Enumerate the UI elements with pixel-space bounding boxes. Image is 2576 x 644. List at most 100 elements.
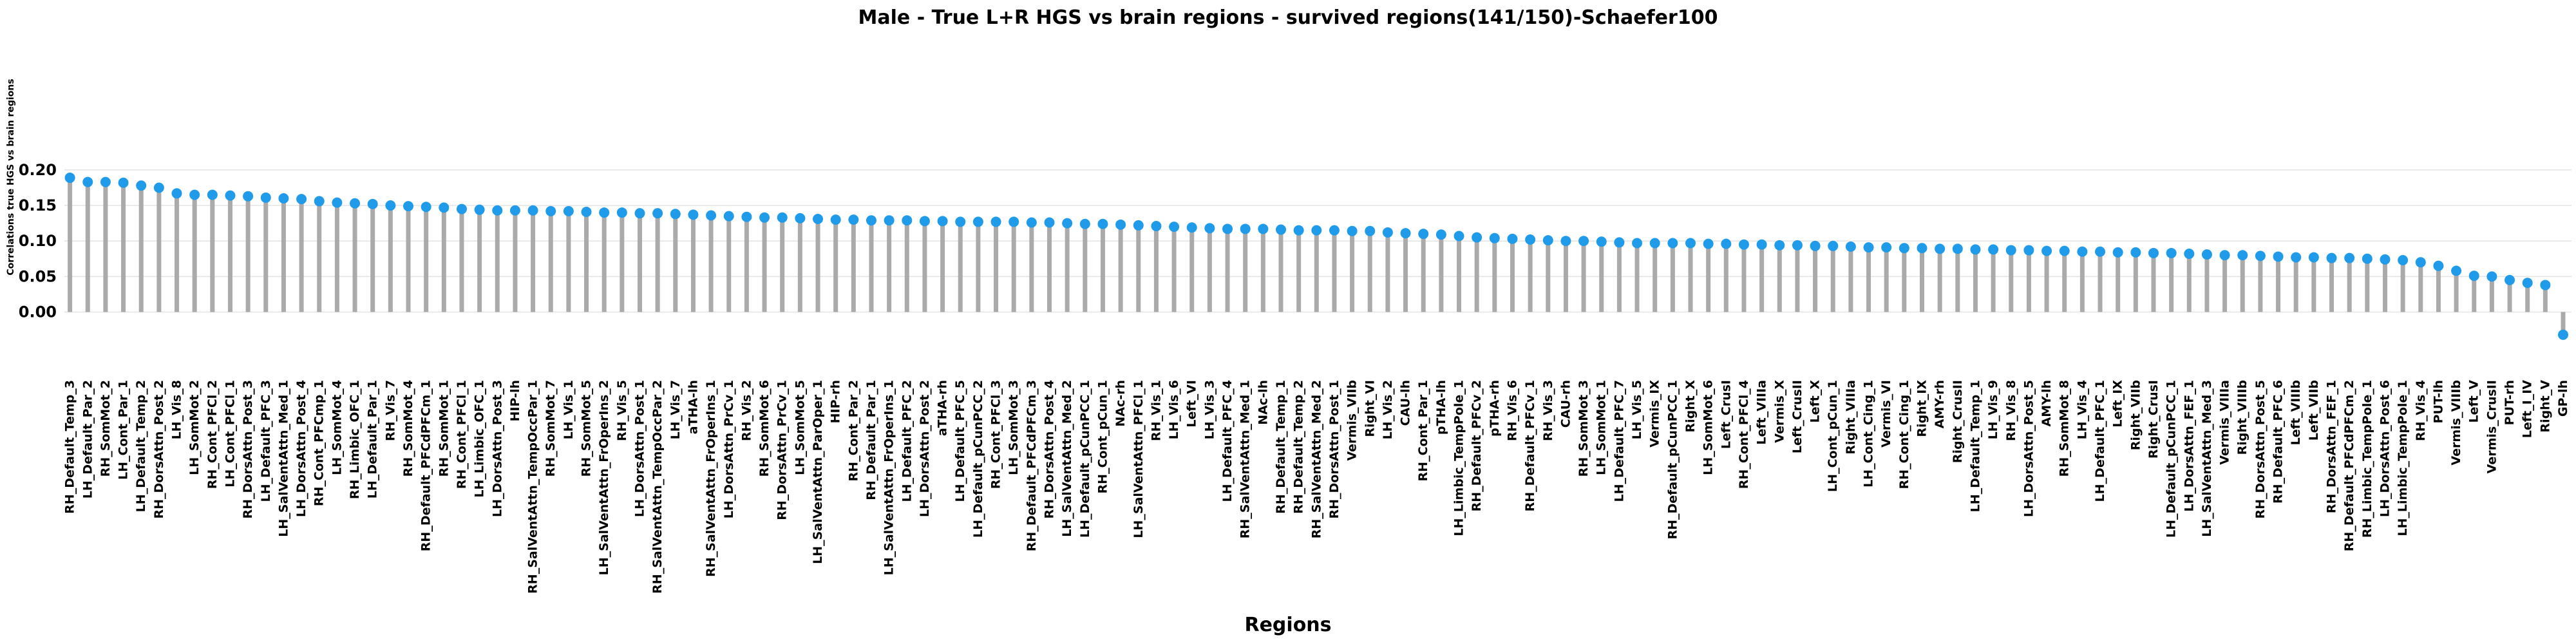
lollipop-marker — [937, 216, 948, 227]
x-tick-label: Left_CrusII — [1790, 380, 1804, 453]
x-tick-label: LH_SomMot_4 — [330, 380, 344, 475]
lollipop-marker — [385, 200, 396, 211]
x-tick-label: RH_SomMot_2 — [99, 380, 113, 477]
lollipop-marker — [1489, 232, 1500, 243]
lollipop-marker — [955, 216, 966, 227]
lollipop-marker — [509, 205, 520, 216]
lollipop-marker — [884, 215, 895, 226]
lollipop-marker — [314, 196, 325, 207]
x-tick-label: LH_Default_PFC_4 — [1220, 380, 1235, 502]
lollipop-marker — [2540, 279, 2551, 290]
x-tick-label: RH_SalVentAttn_TempOccPar_2 — [650, 380, 665, 594]
lollipop-marker — [1382, 227, 1393, 238]
lollipop-marker — [1347, 225, 1358, 236]
lollipop-marker — [652, 208, 663, 219]
x-tick-label: PUT-lh — [2431, 380, 2445, 423]
x-tick-label: LH_DorsAttn_PrCv_1 — [722, 380, 736, 518]
x-tick-label: LH_Cont_PFCl_1 — [223, 380, 237, 488]
x-tick-label: RH_Cont_Cing_1 — [1897, 380, 1911, 489]
lollipop-marker — [1418, 229, 1429, 240]
x-tick-label: LH_Default_Par_2 — [80, 380, 95, 498]
x-tick-label: Right_CrusI — [2146, 380, 2161, 459]
lollipop-marker — [2130, 247, 2141, 258]
lollipop-marker — [1026, 217, 1037, 228]
lollipop-marker — [1632, 238, 1643, 249]
lollipop-marker — [2255, 251, 2266, 261]
x-tick-label: RH_SomMot_6 — [757, 380, 772, 477]
lollipop-marker — [260, 192, 271, 203]
lollipop-marker — [403, 201, 414, 212]
x-tick-label: RH_Cont_PFCmp_1 — [312, 380, 327, 506]
x-tick-label: Right_X — [1683, 380, 1698, 433]
x-tick-label: CAU-rh — [1558, 380, 1573, 428]
x-tick-label: RH_Vis_4 — [2414, 380, 2428, 441]
lollipop-marker — [1186, 222, 1197, 233]
x-tick-label: pTHA-lh — [1434, 380, 1448, 435]
x-tick-label: LH_SomMot_3 — [1007, 380, 1021, 475]
x-tick-label: CAU-lh — [1399, 380, 1413, 426]
lollipop-marker — [421, 202, 431, 213]
lollipop-marker — [2398, 254, 2409, 265]
x-tick-label: RH_SalVentAttn_TempOccPar_1 — [526, 380, 540, 594]
lollipop-marker — [207, 189, 218, 200]
lollipop-marker — [741, 211, 752, 222]
lollipop-marker — [2023, 245, 2034, 256]
x-tick-label: LH_Default_pCunPCC_1 — [1078, 380, 1092, 538]
lollipop-marker — [688, 209, 699, 220]
x-tick-label: LH_Default_pCunPCC_2 — [971, 380, 985, 538]
x-tick-label: LH_DorsAttn_Post_6 — [2378, 380, 2392, 517]
x-tick-label: RH_DorsAttn_Post_1 — [1327, 380, 1341, 519]
x-tick-label: RH_Default_PFCv_1 — [1523, 380, 1537, 511]
lollipop-marker — [1649, 238, 1660, 249]
lollipop-marker — [1721, 238, 1732, 249]
lollipop-marker — [456, 204, 467, 214]
x-tick-label: LH_Vis_9 — [1986, 380, 2000, 439]
lollipop-marker — [1614, 237, 1625, 248]
lollipop-marker — [1258, 223, 1269, 234]
lollipop-marker — [189, 189, 200, 200]
lollipop-marker — [2184, 249, 2195, 260]
x-tick-label: LH_SalVentAttn_ParOper_1 — [811, 380, 825, 564]
lollipop-marker — [2326, 252, 2337, 263]
x-tick-label: Left_CrusI — [1719, 380, 1733, 449]
x-tick-label: LH_Vis_8 — [170, 380, 184, 439]
x-tick-label: RH_Default_PFC_6 — [2271, 380, 2286, 504]
x-tick-label: LH_Cont_Par_1 — [117, 380, 131, 480]
x-tick-label: LH_Vis_3 — [1202, 380, 1217, 439]
lollipop-marker — [2077, 246, 2088, 257]
lollipop-marker — [278, 193, 289, 204]
lollipop-marker — [1115, 219, 1126, 230]
lollipop-marker — [1810, 240, 1821, 251]
lollipop-marker — [1899, 243, 1909, 254]
x-tick-label: RH_Cont_PFCl_1 — [455, 380, 469, 489]
lollipop-marker — [599, 207, 610, 218]
x-tick-label: LH_DorsAttn_Post_3 — [490, 380, 504, 517]
lollipop-marker — [563, 205, 574, 216]
lollipop-marker — [581, 206, 592, 217]
x-tick-label: LH_Cont_pCun_1 — [1826, 380, 1840, 492]
lollipop-marker — [1079, 218, 1090, 229]
x-tick-label: Vermis_VIIIa — [2218, 380, 2232, 465]
x-tick-label: aTHA-rh — [936, 380, 950, 436]
x-tick-label: Left_I_IV — [2521, 380, 2535, 438]
x-tick-label: LH_Default_Temp_1 — [1968, 380, 1982, 512]
lollipop-marker — [2237, 250, 2248, 261]
x-tick-label: NAc-rh — [1113, 380, 1128, 427]
lollipop-marker — [1400, 228, 1411, 239]
lollipop-marker — [1169, 222, 1180, 232]
lollipop-marker — [2451, 265, 2462, 276]
lollipop-marker — [1507, 233, 1518, 244]
lollipop-marker — [1311, 225, 1322, 236]
x-tick-label: LH_SomMot_2 — [187, 380, 202, 475]
x-tick-label: LH_Default_PFC_5 — [953, 380, 967, 502]
lollipop-marker — [1204, 223, 1215, 234]
lollipop-marker — [2059, 245, 2070, 256]
lollipop-marker — [1525, 234, 1536, 245]
lollipop-marker — [830, 214, 841, 225]
lollipop-marker — [1845, 242, 1856, 252]
x-tick-label: RH_DorsAttn_FEF_1 — [2325, 380, 2339, 513]
lollipop-marker — [2201, 249, 2212, 260]
lollipop-marker — [1454, 231, 1464, 242]
lollipop-marker — [439, 202, 450, 213]
x-tick-label: LH_Default_Par_1 — [366, 380, 380, 498]
